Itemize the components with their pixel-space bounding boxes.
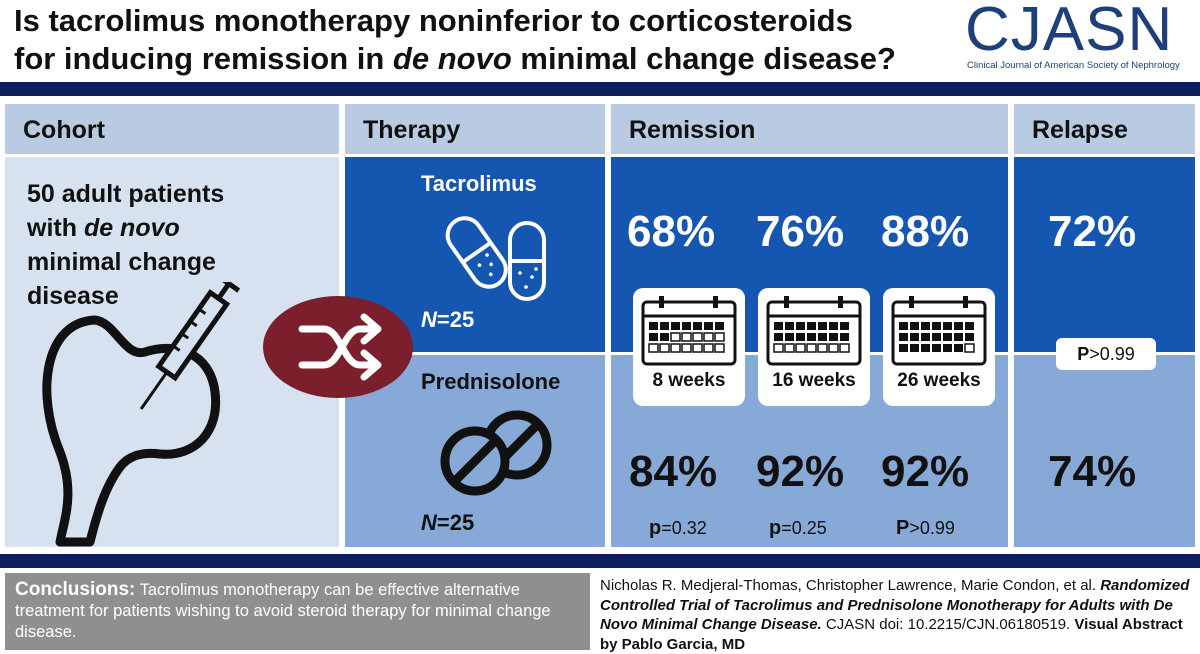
conclusions-box: Conclusions: Tacrolimus monotherapy can …	[5, 573, 590, 650]
pvalue-16wk: p=0.25	[769, 517, 827, 540]
calendar-26-weeks: 26 weeks	[883, 288, 995, 406]
pvalue-26wk-value: >0.99	[909, 518, 955, 538]
pvalue-8wk-value: =0.32	[661, 518, 707, 538]
tacrolimus-n: N=25	[421, 307, 474, 333]
pvalue-16wk-value: =0.25	[781, 518, 827, 538]
therapy-header: Therapy	[345, 104, 605, 154]
relapse-heading: Relapse	[1032, 116, 1128, 144]
pvalue-26wk-symbol: P	[896, 517, 910, 539]
cohort-line-2-italic: de novo	[83, 214, 180, 242]
relapse-pvalue-symbol: P	[1077, 344, 1090, 364]
title-line-1: Is tacrolimus monotherapy noninferior to…	[14, 3, 853, 38]
kidney-syringe-icon	[42, 282, 241, 547]
cjasn-logo: CJASN Clinical Journal of American Socie…	[965, 0, 1190, 80]
tacrolimus-relapse: 72%	[1048, 207, 1137, 256]
bottom-divider-bar	[0, 554, 1200, 568]
shuffle-icon	[263, 296, 413, 398]
citation-doi: CJASN doi: 10.2215/CJN.06180519.	[821, 616, 1075, 633]
cohort-line-2: with de novo	[27, 211, 327, 245]
calendar-icon	[766, 296, 862, 366]
cohort-line-4: disease	[27, 282, 119, 310]
cohort-line-2-pre: with	[27, 214, 84, 242]
title-line-2-italic: de novo	[392, 41, 512, 76]
cohort-heading: Cohort	[23, 116, 105, 144]
relapse-header: Relapse	[1014, 104, 1195, 154]
title-line-2-post: minimal change disease?	[511, 41, 896, 76]
tacrolimus-remission-8wk: 68%	[627, 207, 716, 256]
relapse-pvalue-box: P>0.99	[1056, 338, 1156, 370]
prednisolone-relapse: 74%	[1048, 447, 1137, 496]
pvalue-26wk: P>0.99	[896, 517, 955, 540]
prednisolone-remission-16wk: 92%	[756, 447, 845, 496]
title-line-2-pre: for inducing remission in	[14, 41, 393, 76]
prednisolone-n-value: =25	[436, 510, 475, 535]
prednisolone-n-prefix: N	[421, 510, 437, 535]
cohort-description: 50 adult patients with de novo minimal c…	[27, 177, 327, 313]
prednisolone-remission-8wk: 84%	[629, 447, 718, 496]
tablet-icon	[440, 410, 552, 496]
therapy-heading: Therapy	[363, 116, 461, 144]
cohort-line-1: 50 adult patients	[27, 180, 225, 208]
citation-title: Randomized Controlled Trial of Tacrolimu…	[600, 577, 1190, 633]
conclusions-text: Tacrolimus monotherapy can be effective …	[15, 581, 551, 641]
prednisolone-remission-26wk: 92%	[881, 447, 970, 496]
tacrolimus-remission-26wk: 88%	[881, 207, 970, 256]
prednisolone-therapy-cell: Prednisolone N=25	[345, 355, 605, 547]
remission-header: Remission	[611, 104, 1008, 154]
capsule-icon	[445, 216, 546, 301]
title-line-2: for inducing remission in de novo minima…	[14, 40, 954, 78]
pvalue-8wk: p=0.32	[649, 517, 707, 540]
timepoint-16-weeks: 16 weeks	[772, 370, 856, 391]
prednisolone-relapse-cell: 74%	[1014, 355, 1195, 547]
tacrolimus-n-prefix: N	[421, 307, 437, 332]
top-divider-bar	[0, 82, 1200, 96]
conclusions-label: Conclusions:	[15, 579, 136, 600]
logo-word: CJASN	[965, 0, 1174, 64]
calendar-16-weeks: 16 weeks	[758, 288, 870, 406]
header: Is tacrolimus monotherapy noninferior to…	[0, 0, 1200, 82]
tacrolimus-n-value: =25	[436, 307, 475, 332]
tacrolimus-relapse-cell: 72%	[1014, 157, 1195, 352]
cohort-header: Cohort	[5, 104, 339, 154]
calendar-8-weeks: 8 weeks	[633, 288, 745, 406]
tacrolimus-label: Tacrolimus	[421, 171, 537, 196]
citation: Nicholas R. Medjeral-Thomas, Christopher…	[600, 576, 1195, 654]
logo-subtitle: Clinical Journal of American Society of …	[967, 60, 1180, 71]
calendar-icon	[641, 296, 737, 366]
timepoint-26-weeks: 26 weeks	[897, 370, 981, 391]
relapse-pvalue-value: >0.99	[1089, 344, 1135, 364]
cohort-line-3: minimal change	[27, 248, 216, 276]
citation-credit: Visual Abstract by Pablo Garcia, MD	[600, 616, 1183, 653]
tacrolimus-remission-16wk: 76%	[756, 207, 845, 256]
prednisolone-n: N=25	[421, 510, 474, 536]
prednisolone-label: Prednisolone	[421, 369, 561, 394]
page-title: Is tacrolimus monotherapy noninferior to…	[14, 2, 954, 78]
remission-heading: Remission	[629, 116, 756, 144]
calendar-icon	[891, 296, 987, 366]
pvalue-8wk-symbol: p	[649, 517, 662, 539]
citation-authors: Nicholas R. Medjeral-Thomas, Christopher…	[600, 577, 1101, 594]
pvalue-16wk-symbol: p	[769, 517, 782, 539]
timepoint-8-weeks: 8 weeks	[652, 370, 726, 391]
